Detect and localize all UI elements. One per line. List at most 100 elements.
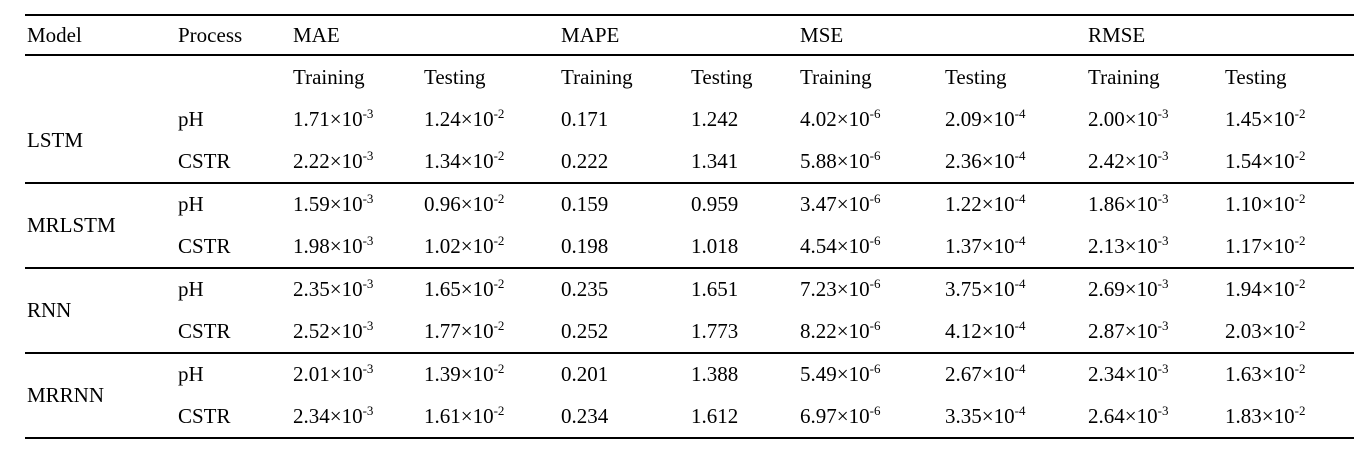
exponent: -6	[869, 402, 881, 418]
cell-rmse-training: 2.69×10-3	[1088, 276, 1169, 302]
exponent: -4	[1014, 402, 1026, 418]
cell-mae-testing: 0.96×10-2	[424, 191, 505, 217]
exponent: -2	[1294, 147, 1306, 163]
cell-mape-training: 0.201	[561, 362, 609, 387]
table-row: LSTM pH 1.71×10-3 1.24×10-2 0.171 1.242 4.02×1…	[25, 98, 1354, 184]
table-row: CSTR 1.98×10-3 1.02×10-2 0.198 1.018 4.54×10-…	[25, 225, 1355, 269]
cell-mse-testing: 2.09×10-4	[945, 105, 1026, 131]
cell-mape-testing: 1.242	[691, 106, 739, 131]
cell-rmse-testing: 1.63×10-2	[1225, 361, 1306, 387]
exponent: -3	[1157, 402, 1169, 418]
exponent: -3	[1157, 191, 1169, 207]
exponent: -2	[1294, 276, 1306, 292]
cell-mse-training: 8.22×10-6	[798, 310, 944, 354]
cell-rmse-testing: 2.03×10-2	[1223, 310, 1355, 354]
cell-rmse-training: 1.86×10-3	[1088, 191, 1169, 217]
header-model: Model	[25, 15, 176, 56]
cell-mape-testing: 1.651	[691, 277, 739, 302]
exponent: -3	[362, 317, 374, 333]
cell-mape-testing: 1.388	[691, 362, 739, 387]
exponent: -6	[869, 147, 881, 163]
exponent: -3	[1157, 276, 1169, 292]
cell-mape-testing: 1.341	[689, 140, 799, 184]
exponent: -3	[1157, 147, 1169, 163]
exponent: -2	[1294, 361, 1306, 377]
subheader-mape-testing: Testing	[691, 64, 753, 89]
exponent: -6	[869, 191, 881, 207]
cell-mape-training: 0.234	[559, 395, 690, 439]
model-cell: MRRNN	[25, 353, 176, 439]
exponent: -2	[1294, 317, 1306, 333]
header-spacer-process	[176, 55, 291, 98]
subheader-mse-testing: Testing	[945, 64, 1007, 89]
cell-mape-training: 0.252	[559, 310, 690, 354]
cell-mape-training: 0.198	[559, 225, 690, 269]
exponent: -2	[493, 232, 505, 248]
header-mse: MSE	[798, 15, 1087, 56]
model-cell: RNN	[25, 268, 176, 354]
table-header: Model Process MAE MAPE MSE RMSE Training…	[25, 15, 1355, 98]
exponent: -4	[1014, 232, 1026, 248]
cell-rmse-training: 2.13×10-3	[1086, 225, 1224, 269]
cell-mae-testing: 1.77×10-2	[422, 310, 560, 354]
exponent: -2	[493, 147, 505, 163]
exponent: -2	[493, 317, 505, 333]
cell-mae-testing: 1.39×10-2	[424, 361, 505, 387]
cell-mae-training: 2.01×10-3	[293, 361, 374, 387]
exponent: -6	[869, 361, 881, 377]
exponent: -6	[869, 276, 881, 292]
header-row-splits: Training Testing Training Testing Traini…	[25, 55, 1354, 98]
exponent: -2	[1294, 105, 1306, 121]
cell-mae-training: 1.59×10-3	[293, 191, 374, 217]
metrics-table: Model Process MAE MAPE MSE RMSE Training…	[25, 14, 1355, 439]
cell-rmse-testing: 1.54×10-2	[1223, 140, 1355, 184]
cell-rmse-testing: 1.17×10-2	[1223, 225, 1355, 269]
cell-mse-training: 4.02×10-6	[800, 105, 881, 131]
cell-rmse-training: 2.87×10-3	[1086, 310, 1224, 354]
exponent: -4	[1014, 361, 1026, 377]
cell-mae-training: 1.71×10-3	[293, 105, 374, 131]
cell-rmse-training: 2.34×10-3	[1088, 361, 1169, 387]
exponent: -2	[493, 402, 505, 418]
cell-mse-training: 7.23×10-6	[800, 276, 881, 302]
exponent: -3	[1157, 361, 1169, 377]
header-mape: MAPE	[559, 15, 799, 56]
process-cell: pH	[178, 192, 204, 217]
cell-mae-training: 2.52×10-3	[291, 310, 422, 354]
exponent: -4	[1014, 105, 1026, 121]
cell-mse-testing: 3.35×10-4	[943, 395, 1087, 439]
process-cell: CSTR	[176, 225, 291, 269]
cell-mse-training: 5.49×10-6	[800, 361, 881, 387]
model-cell: MRLSTM	[25, 183, 176, 269]
cell-mae-testing: 1.24×10-2	[424, 105, 505, 131]
cell-mae-testing: 1.65×10-2	[424, 276, 505, 302]
cell-mae-training: 2.22×10-3	[291, 140, 422, 184]
subheader-rmse-training: Training	[1088, 64, 1160, 89]
exponent: -3	[362, 147, 374, 163]
subheader-mae-testing: Testing	[424, 64, 486, 89]
cell-mape-training: 0.171	[561, 106, 609, 131]
table-row: RNN pH 2.35×10-3 1.65×10-2 0.235 1.651 7.23×10…	[25, 268, 1354, 354]
exponent: -3	[362, 191, 374, 207]
exponent: -2	[1294, 191, 1306, 207]
exponent: -6	[869, 317, 881, 333]
cell-rmse-testing: 1.10×10-2	[1225, 191, 1306, 217]
header-mae: MAE	[291, 15, 560, 56]
exponent: -3	[1157, 317, 1169, 333]
table-row: CSTR 2.22×10-3 1.34×10-2 0.222 1.341 5.88×10-…	[25, 140, 1355, 184]
exponent: -2	[493, 276, 505, 292]
cell-rmse-training: 2.42×10-3	[1086, 140, 1224, 184]
exponent: -2	[1294, 402, 1306, 418]
cell-rmse-training: 2.64×10-3	[1086, 395, 1224, 439]
cell-mae-testing: 1.34×10-2	[422, 140, 560, 184]
cell-mse-training: 6.97×10-6	[798, 395, 944, 439]
header-process: Process	[176, 15, 291, 56]
process-cell: CSTR	[176, 310, 291, 354]
cell-mse-testing: 4.12×10-4	[943, 310, 1087, 354]
cell-mape-testing: 1.018	[689, 225, 799, 269]
exponent: -3	[362, 361, 374, 377]
cell-mape-training: 0.222	[559, 140, 690, 184]
model-cell: LSTM	[25, 98, 176, 184]
exponent: -4	[1014, 317, 1026, 333]
exponent: -3	[362, 402, 374, 418]
